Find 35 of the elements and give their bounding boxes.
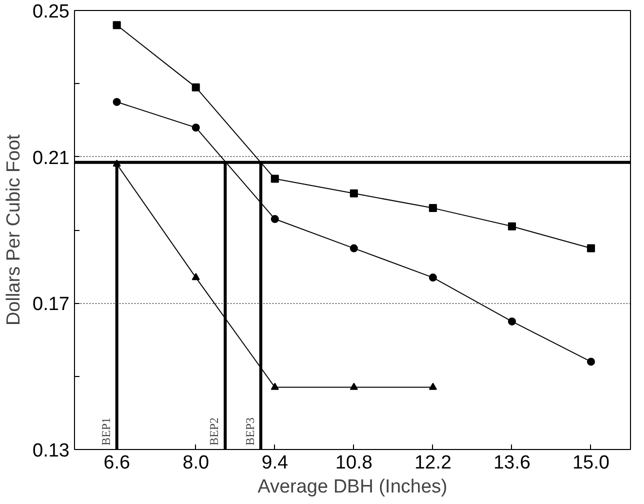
point — [192, 83, 200, 92]
point — [192, 273, 200, 280]
point — [270, 174, 279, 183]
x-tick-label: 6.6 — [104, 452, 130, 474]
x-tick-label: 9.4 — [262, 452, 289, 474]
x-tick-label: 10.8 — [335, 452, 372, 474]
point — [112, 21, 121, 30]
point — [350, 382, 358, 390]
point — [508, 317, 516, 326]
point — [508, 222, 516, 230]
y-tick-label: 0.13 — [32, 440, 70, 462]
point — [428, 382, 437, 390]
point — [350, 244, 358, 252]
y-tick-label: 0.25 — [32, 2, 70, 22]
y-tick-label: 0.21 — [32, 148, 70, 169]
point — [586, 244, 595, 252]
ref-line-label: BEP3 — [242, 417, 257, 446]
y-tick-label: 0.17 — [32, 294, 70, 316]
x-tick-label: 15.0 — [572, 452, 610, 474]
ref-line-label: BEP2 — [207, 417, 222, 446]
point — [586, 358, 595, 366]
x-tick-label: 12.2 — [414, 452, 452, 474]
x-axis-title: Average DBH (Inches) — [258, 476, 448, 498]
ref-line-label: BEP1 — [98, 417, 113, 446]
point — [112, 98, 121, 106]
point — [270, 382, 279, 390]
point — [112, 160, 121, 167]
point — [350, 189, 358, 198]
y-axis-title: Dollars Per Cubic Foot — [4, 134, 25, 326]
point — [428, 274, 437, 282]
point — [270, 215, 279, 224]
x-tick-label: 8.0 — [182, 452, 210, 474]
x-tick-label: 13.6 — [493, 452, 530, 474]
point — [192, 124, 200, 132]
point — [428, 204, 437, 212]
